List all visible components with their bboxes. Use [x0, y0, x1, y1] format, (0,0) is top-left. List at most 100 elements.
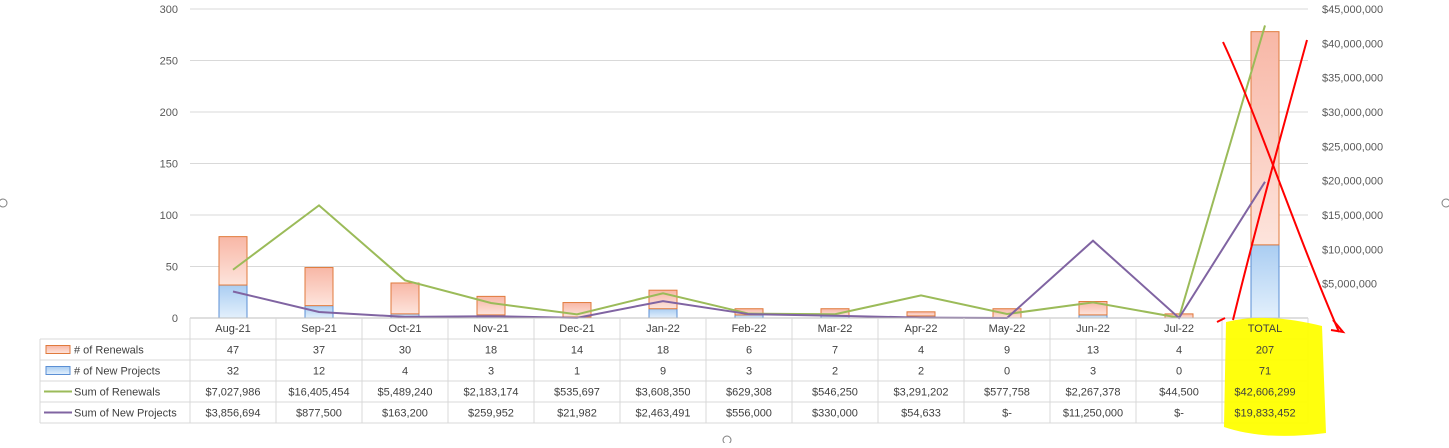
table-cell: $2,463,491 [635, 408, 690, 420]
table-cell: $54,633 [901, 408, 941, 420]
table-cell: 30 [399, 345, 411, 357]
table-cell: 2 [832, 366, 838, 378]
y-right-tick-label: $30,000,000 [1322, 107, 1383, 119]
table-cell: 0 [1004, 366, 1010, 378]
table-cell: $556,000 [726, 408, 772, 420]
frame-handle [722, 435, 732, 445]
category-label: Aug-21 [215, 323, 250, 335]
table-cell: 37 [313, 345, 325, 357]
category-label: TOTAL [1248, 323, 1282, 335]
bar-renewals [1250, 31, 1280, 246]
table-cell: $11,250,000 [1063, 408, 1123, 420]
table-cell: $2,267,378 [1065, 387, 1120, 399]
table-cell: 9 [1004, 345, 1010, 357]
y-left-tick-label: 100 [160, 210, 178, 222]
table-cell: $577,758 [984, 387, 1030, 399]
y-left-tick-label: 50 [166, 262, 178, 274]
red-cross-annotation [1222, 41, 1340, 333]
table-cell: $877,500 [296, 408, 342, 420]
table-cell: $7,027,986 [205, 387, 260, 399]
table-cell: 4 [1176, 345, 1182, 357]
category-label: Jan-22 [646, 323, 680, 335]
table-cell: $16,405,454 [288, 387, 349, 399]
table-cell: $3,608,350 [635, 387, 690, 399]
y-left-tick-label: 250 [160, 56, 178, 68]
table-cell: 18 [657, 345, 669, 357]
table-cell: $3,291,202 [893, 387, 948, 399]
legend-row-label: Sum of New Projects [74, 408, 177, 420]
table-cell: 9 [660, 366, 666, 378]
bar-new-projects [1250, 244, 1280, 319]
y-right-tick-label: $40,000,000 [1322, 38, 1383, 50]
table-cell: $5,489,240 [377, 387, 432, 399]
table-cell: $259,952 [468, 408, 514, 420]
table-cell: 7 [832, 345, 838, 357]
bar-renewals [390, 282, 420, 315]
table-cell: $- [1002, 408, 1012, 420]
table-cell: $42,606,299 [1234, 387, 1295, 399]
table-cell: $330,000 [812, 408, 858, 420]
table-cell: 32 [227, 366, 239, 378]
category-label: Sep-21 [301, 323, 336, 335]
category-label: Jun-22 [1076, 323, 1110, 335]
table-cell: 3 [488, 366, 494, 378]
table-cell: 18 [485, 345, 497, 357]
category-label: Oct-21 [388, 323, 421, 335]
table-cell: $629,308 [726, 387, 772, 399]
category-label: May-22 [989, 323, 1026, 335]
legend-row-label: # of New Projects [74, 366, 161, 378]
category-label: Apr-22 [904, 323, 937, 335]
table-cell: $44,500 [1159, 387, 1199, 399]
line-sum-renewals [232, 25, 1266, 319]
category-label: Mar-22 [818, 323, 853, 335]
bar-renewals [906, 311, 936, 317]
legend-key-bar [45, 366, 71, 375]
table-cell: 2 [918, 366, 924, 378]
category-label: Feb-22 [732, 323, 767, 335]
table-cell: 47 [227, 345, 239, 357]
y-right-tick-label: $20,000,000 [1322, 176, 1383, 188]
table-cell: $19,833,452 [1234, 408, 1295, 420]
line-sum-new-projects [232, 181, 1266, 320]
table-cell: $21,982 [557, 408, 597, 420]
table-cell: 0 [1176, 366, 1182, 378]
y-right-tick-label: $10,000,000 [1322, 244, 1383, 256]
y-right-tick-label: $25,000,000 [1322, 141, 1383, 153]
bar-renewals [476, 295, 506, 316]
table-cell: 13 [1087, 345, 1099, 357]
category-label: Nov-21 [473, 323, 508, 335]
bar-new-projects [648, 308, 678, 319]
table-cell: 4 [402, 366, 408, 378]
bar-renewals [304, 267, 334, 307]
y-left-tick-label: 300 [160, 4, 178, 16]
frame-handle [1441, 198, 1449, 208]
table-cell: 207 [1256, 345, 1274, 357]
category-label: Dec-21 [559, 323, 594, 335]
table-cell: 6 [746, 345, 752, 357]
y-right-tick-label: $15,000,000 [1322, 210, 1383, 222]
table-cell: 4 [918, 345, 924, 357]
category-label: Jul-22 [1164, 323, 1194, 335]
legend-row-label: Sum of Renewals [74, 387, 161, 399]
legend-row-label: # of Renewals [74, 345, 144, 357]
table-cell: $546,250 [812, 387, 858, 399]
y-right-tick-label: $5,000,000 [1322, 279, 1377, 291]
table-cell: 3 [1090, 366, 1096, 378]
frame-handle [0, 198, 8, 208]
y-right-tick-label: $35,000,000 [1322, 73, 1383, 85]
table-cell: $2,183,174 [463, 387, 518, 399]
table-cell: 1 [574, 366, 580, 378]
bar-renewals [218, 236, 248, 286]
highlight-total-annotation [1224, 317, 1326, 436]
table-cell: $535,697 [554, 387, 600, 399]
y-left-tick-label: 150 [160, 159, 178, 171]
table-cell: $3,856,694 [205, 408, 260, 420]
table-cell: 12 [313, 366, 325, 378]
legend-key-bar [45, 345, 71, 354]
y-right-tick-label: $45,000,000 [1322, 4, 1383, 16]
table-cell: 3 [746, 366, 752, 378]
bar-new-projects [218, 284, 248, 319]
table-cell: 71 [1259, 366, 1271, 378]
